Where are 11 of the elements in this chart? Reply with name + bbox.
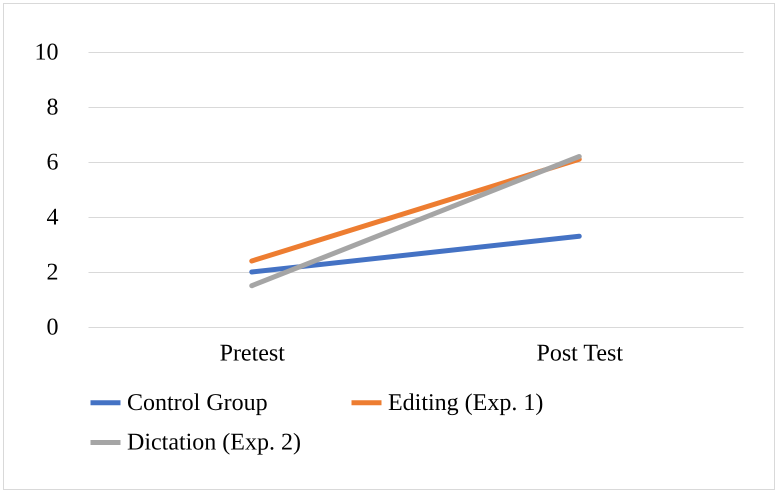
- y-tick-label: 0: [46, 314, 58, 340]
- y-tick-label: 2: [46, 260, 58, 286]
- y-tick-label: 6: [46, 150, 58, 176]
- legend-label: Dictation (Exp. 2): [127, 430, 301, 456]
- y-tick-label: 4: [46, 204, 58, 230]
- legend-label: Editing (Exp. 1): [388, 390, 544, 416]
- legend-label: Control Group: [127, 390, 268, 416]
- x-tick-label: Post Test: [536, 340, 624, 366]
- x-tick-label: Pretest: [220, 340, 286, 366]
- y-tick-label: 10: [34, 40, 58, 66]
- y-tick-label: 8: [46, 94, 58, 120]
